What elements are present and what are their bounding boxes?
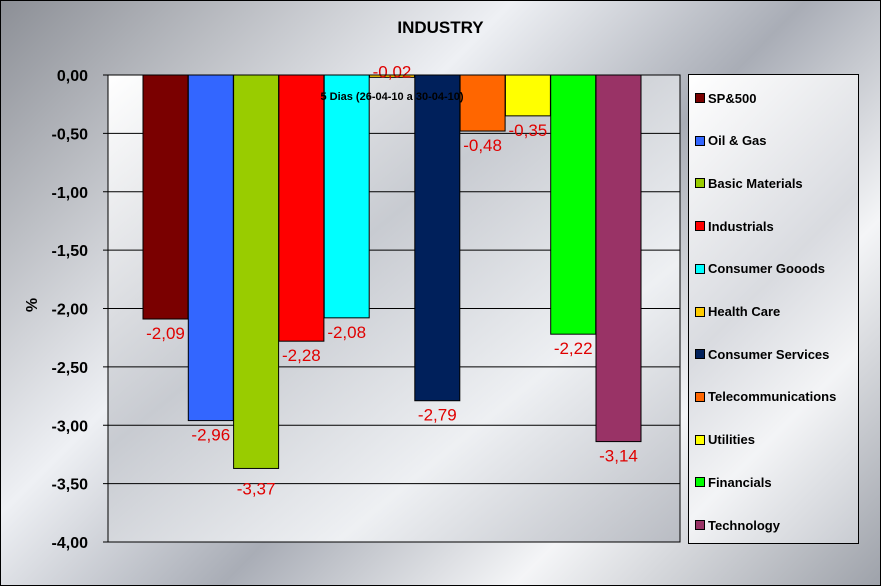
data-label: -0,35 [509, 121, 548, 140]
legend-label: Telecommunications [708, 389, 837, 405]
data-label: -3,14 [599, 447, 638, 466]
data-label: -2,08 [327, 323, 366, 342]
legend-label: Health Care [708, 304, 781, 319]
y-tick-label: -4,00 [52, 535, 89, 552]
y-tick-label: -1,50 [52, 243, 89, 260]
bar [142, 74, 189, 320]
data-label: -2,79 [418, 406, 457, 425]
y-tick-label: -1,00 [52, 185, 89, 202]
legend-item: Oil & Gas [695, 132, 767, 150]
legend-swatch [695, 477, 705, 488]
legend-item: Utilities [695, 431, 755, 449]
y-tick-label: -2,00 [52, 302, 89, 319]
legend-label: Oil & Gas [708, 133, 767, 149]
y-tick-label: 0,00 [57, 68, 88, 85]
legend-item: Telecommunications [695, 388, 836, 406]
data-label: -3,37 [237, 479, 276, 498]
y-tick-label: -3,00 [52, 418, 89, 435]
bar [414, 74, 461, 402]
legend-item: Technology [695, 516, 780, 534]
legend-swatch [695, 178, 705, 189]
legend-item: Consumer Services [695, 345, 829, 363]
y-tick-label: -2,50 [52, 360, 89, 377]
legend-label: Technology [708, 517, 780, 533]
legend-swatch [695, 434, 705, 445]
legend-item: Health Care [695, 303, 780, 321]
legend-item: Consumer Gooods [695, 260, 825, 278]
y-tick-label: -3,50 [52, 477, 89, 494]
legend-swatch [695, 135, 705, 146]
data-label: -2,28 [282, 346, 321, 365]
legend-label: Consumer Gooods [708, 261, 826, 277]
bar [504, 74, 551, 117]
data-label: -2,22 [554, 339, 593, 358]
data-label: -0,48 [463, 136, 502, 155]
legend-label: Basic Materials [708, 175, 803, 191]
bar [278, 74, 325, 342]
legend-item: Basic Materials [695, 174, 803, 192]
legend-item: SP&500 [695, 89, 756, 107]
y-tick-label: -0,50 [52, 126, 89, 143]
legend-label: Industrials [708, 218, 774, 234]
data-label: -2,96 [191, 426, 230, 445]
legend-label: Consumer Services [708, 346, 830, 362]
legend-swatch [695, 520, 705, 530]
chart-title: INDUSTRY [397, 18, 484, 37]
legend-swatch [695, 221, 705, 232]
data-label: -0,02 [373, 62, 412, 81]
legend-swatch [695, 391, 705, 402]
legend-label: Utilities [708, 432, 755, 448]
annotation-text: 5 Dias (26-04-10 a 30-04-10) [320, 91, 463, 103]
legend-label: Financials [708, 474, 772, 490]
data-label: -2,09 [146, 324, 185, 343]
legend: SP&500 Oil & Gas Basic Materials Industrial… [688, 74, 859, 544]
legend-swatch [695, 93, 705, 103]
legend-swatch [695, 306, 705, 317]
legend-swatch [695, 349, 705, 360]
bar [595, 74, 642, 443]
bar [323, 74, 370, 319]
bar [233, 74, 280, 469]
legend-item: Financials [695, 473, 772, 491]
bar [187, 74, 234, 422]
legend-swatch [695, 263, 705, 274]
legend-label: SP&500 [708, 90, 757, 106]
bar [459, 74, 506, 132]
legend-item: Industrials [695, 217, 774, 235]
bar [550, 74, 597, 335]
